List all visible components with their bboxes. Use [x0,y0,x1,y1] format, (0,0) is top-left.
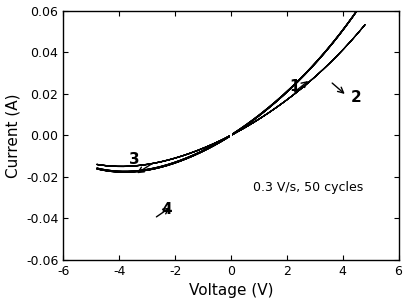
Text: 4: 4 [161,202,172,217]
Text: 2: 2 [351,90,362,105]
X-axis label: Voltage (V): Voltage (V) [188,283,273,299]
Text: 3: 3 [129,152,140,168]
Text: 1: 1 [290,79,300,94]
Y-axis label: Current (A): Current (A) [6,93,20,178]
Text: 0.3 V/s, 50 cycles: 0.3 V/s, 50 cycles [253,181,364,195]
